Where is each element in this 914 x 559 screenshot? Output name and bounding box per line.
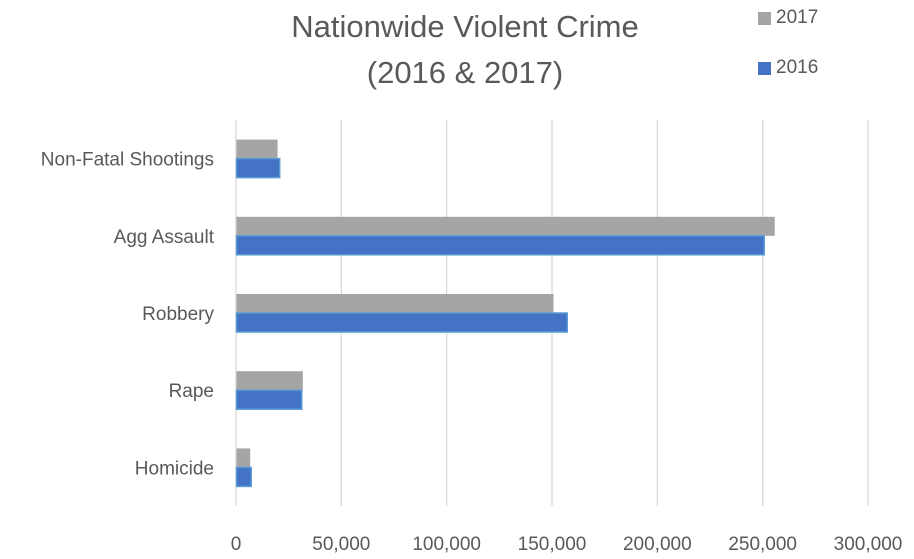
- category-label: Robbery: [142, 304, 214, 325]
- bar-2016: [235, 235, 765, 256]
- legend-label-2017: 2017: [776, 7, 819, 28]
- category-label: Homicide: [135, 458, 214, 479]
- legend-label-2016: 2016: [776, 57, 819, 78]
- bar-2017: [236, 448, 251, 468]
- chart-legend: 2017 2016: [758, 6, 818, 106]
- x-tick-label: 100,000: [412, 534, 481, 555]
- category-label: Non-Fatal Shootings: [41, 150, 214, 171]
- legend-item-2017: 2017: [758, 6, 818, 30]
- x-tick-label: 200,000: [623, 534, 692, 555]
- chart-title-line-2: (2016 & 2017): [366, 55, 564, 90]
- x-tick-label: 150,000: [518, 534, 587, 555]
- x-tick-label: 0: [231, 534, 242, 555]
- chart-title: Nationwide Violent Crime (2016 & 2017): [240, 4, 690, 96]
- legend-item-2016: 2016: [758, 56, 818, 80]
- bar-2016: [235, 157, 281, 179]
- bar-2016: [235, 389, 303, 410]
- x-tick-label: 50,000: [312, 534, 370, 555]
- bar-2017: [236, 216, 775, 236]
- category-label: Agg Assault: [114, 227, 215, 248]
- bar-2016: [235, 466, 252, 488]
- category-label: Rape: [169, 381, 214, 402]
- chart-title-line-1: Nationwide Violent Crime: [291, 9, 639, 44]
- legend-swatch-2017: [758, 11, 771, 25]
- bar-2017: [236, 371, 303, 391]
- bar-2017: [236, 139, 278, 159]
- x-tick-label: 250,000: [728, 534, 797, 555]
- bar-2016: [235, 312, 568, 333]
- legend-swatch-2016: [758, 61, 771, 75]
- bar-2017: [236, 294, 554, 313]
- x-tick-label: 300,000: [834, 534, 903, 555]
